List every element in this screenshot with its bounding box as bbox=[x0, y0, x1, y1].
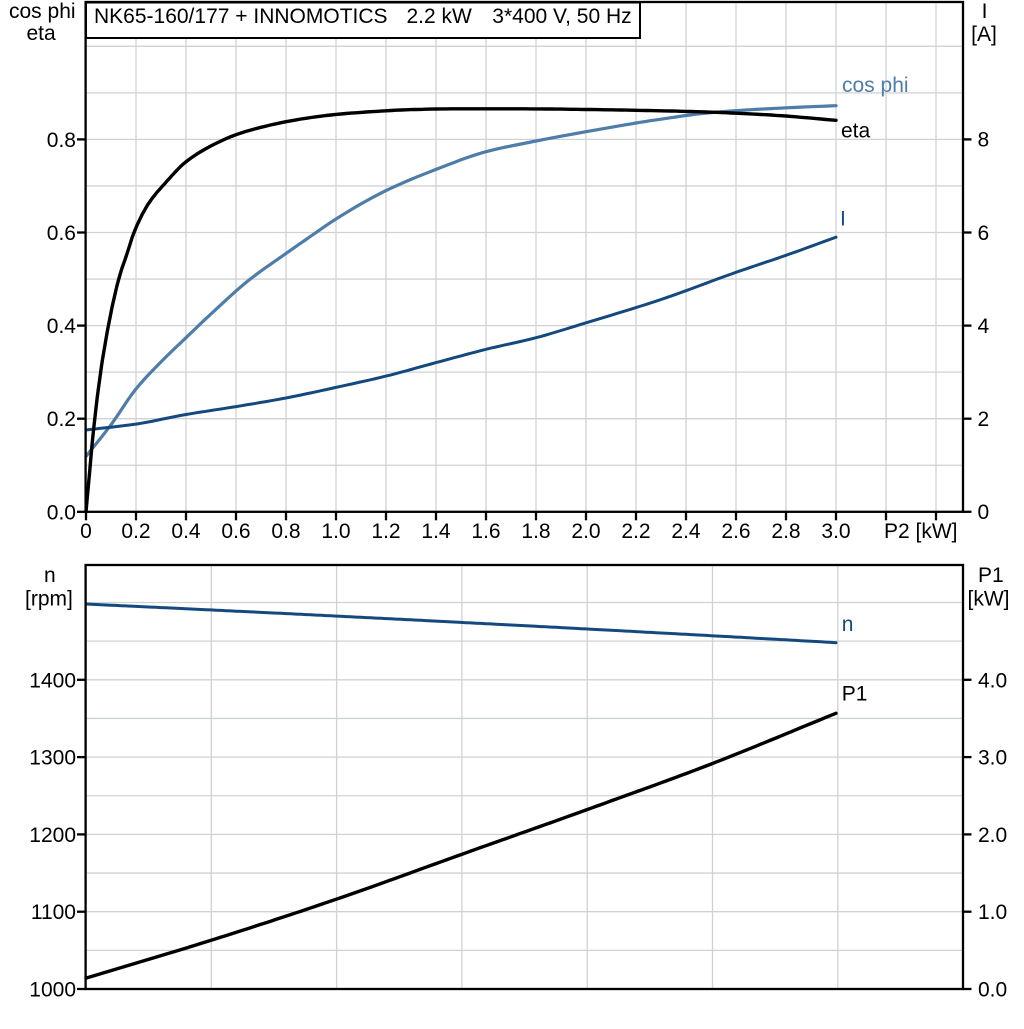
svg-text:1.0: 1.0 bbox=[978, 901, 1007, 924]
svg-text:0: 0 bbox=[80, 520, 92, 543]
svg-text:1000: 1000 bbox=[29, 979, 76, 1002]
svg-text:1.6: 1.6 bbox=[471, 520, 500, 543]
svg-text:0.4: 0.4 bbox=[171, 520, 201, 543]
svg-text:[A]: [A] bbox=[971, 23, 997, 46]
svg-text:6: 6 bbox=[978, 222, 990, 245]
svg-text:0.6: 0.6 bbox=[47, 222, 76, 245]
svg-text:2: 2 bbox=[978, 408, 990, 431]
svg-text:eta: eta bbox=[27, 22, 57, 45]
svg-text:0.8: 0.8 bbox=[271, 520, 300, 543]
svg-text:n: n bbox=[842, 613, 854, 636]
svg-text:1400: 1400 bbox=[29, 669, 76, 692]
svg-text:I: I bbox=[840, 207, 846, 230]
svg-text:n: n bbox=[44, 564, 56, 587]
svg-text:0.2: 0.2 bbox=[121, 520, 150, 543]
svg-text:2.8: 2.8 bbox=[771, 520, 800, 543]
svg-text:1.2: 1.2 bbox=[371, 520, 400, 543]
svg-text:3*400 V, 50 Hz: 3*400 V, 50 Hz bbox=[492, 5, 631, 28]
svg-text:8: 8 bbox=[978, 129, 990, 152]
svg-text:1300: 1300 bbox=[29, 747, 76, 770]
svg-text:1200: 1200 bbox=[29, 824, 76, 847]
svg-text:2.2: 2.2 bbox=[621, 520, 650, 543]
svg-text:0.8: 0.8 bbox=[47, 129, 76, 152]
svg-text:4.0: 4.0 bbox=[978, 669, 1007, 692]
svg-text:2.2 kW: 2.2 kW bbox=[407, 5, 473, 28]
svg-text:1.0: 1.0 bbox=[321, 520, 350, 543]
svg-text:0.2: 0.2 bbox=[47, 408, 76, 431]
svg-text:[rpm]: [rpm] bbox=[25, 588, 73, 611]
svg-text:2.4: 2.4 bbox=[671, 520, 701, 543]
svg-text:2.6: 2.6 bbox=[721, 520, 750, 543]
svg-text:4: 4 bbox=[978, 315, 990, 338]
svg-text:NK65-160/177 + INNOMOTICS: NK65-160/177 + INNOMOTICS bbox=[94, 5, 388, 28]
svg-text:P1: P1 bbox=[842, 683, 868, 706]
svg-text:0.4: 0.4 bbox=[47, 315, 77, 338]
svg-text:1.4: 1.4 bbox=[421, 520, 451, 543]
svg-text:0: 0 bbox=[978, 501, 990, 524]
svg-text:2.0: 2.0 bbox=[978, 824, 1007, 847]
svg-text:2.0: 2.0 bbox=[571, 520, 600, 543]
svg-text:1100: 1100 bbox=[31, 901, 76, 924]
svg-text:0.0: 0.0 bbox=[978, 979, 1007, 1002]
svg-text:3.0: 3.0 bbox=[821, 520, 850, 543]
svg-text:P2 [kW]: P2 [kW] bbox=[884, 520, 958, 543]
svg-text:0.0: 0.0 bbox=[47, 501, 76, 524]
svg-text:cos phi: cos phi bbox=[9, 0, 76, 23]
svg-text:I: I bbox=[982, 0, 988, 23]
svg-text:P1: P1 bbox=[978, 564, 1004, 587]
svg-text:eta: eta bbox=[841, 120, 871, 143]
svg-text:0.6: 0.6 bbox=[221, 520, 250, 543]
svg-text:3.0: 3.0 bbox=[978, 747, 1007, 770]
svg-text:[kW]: [kW] bbox=[968, 588, 1010, 611]
svg-text:cos phi: cos phi bbox=[842, 74, 909, 97]
svg-text:1.8: 1.8 bbox=[521, 520, 550, 543]
